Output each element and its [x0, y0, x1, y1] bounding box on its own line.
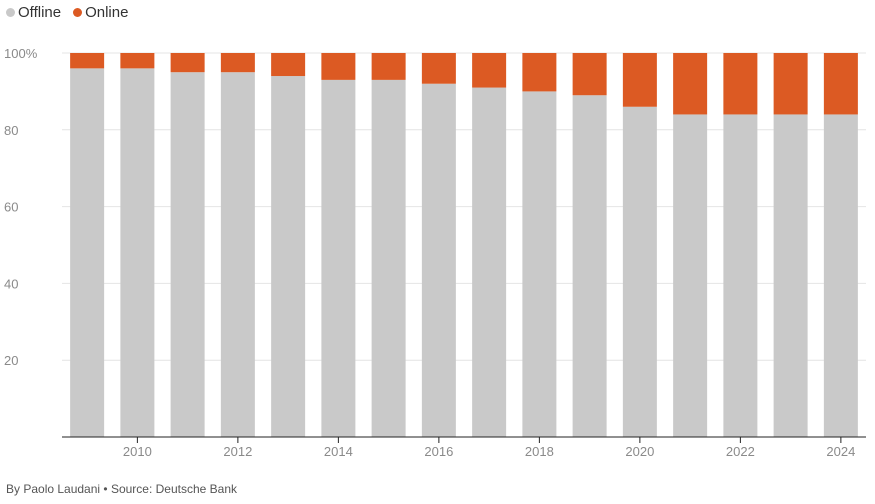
bar-offline-2021: [673, 114, 708, 437]
bar-offline-2014: [321, 79, 356, 437]
x-tick-label-2016: 2016: [424, 444, 453, 459]
legend: Offline Online: [6, 4, 128, 21]
bar-offline-2009: [70, 68, 105, 438]
y-tick-label-100: 100%: [4, 46, 38, 61]
bar-offline-2019: [572, 95, 607, 438]
bar-online-2024: [823, 53, 858, 115]
bar-online-2018: [522, 53, 557, 92]
bar-offline-2017: [472, 87, 507, 437]
x-tick-label-2018: 2018: [525, 444, 554, 459]
bar-online-2010: [120, 53, 155, 69]
legend-label-online: Online: [85, 4, 129, 21]
bar-online-2013: [271, 53, 306, 77]
bar-offline-2022: [723, 114, 758, 437]
bar-offline-2010: [120, 68, 155, 438]
bar-offline-2016: [421, 83, 456, 437]
bar-online-2022: [723, 53, 758, 115]
y-tick-label-20: 20: [4, 353, 18, 368]
bar-offline-2012: [220, 72, 255, 437]
bar-offline-2018: [522, 91, 557, 438]
bar-online-2014: [321, 53, 356, 80]
bar-offline-2024: [823, 114, 858, 437]
bar-online-2017: [472, 53, 507, 88]
x-tick-label-2012: 2012: [223, 444, 252, 459]
bar-online-2015: [371, 53, 406, 80]
y-tick-label-80: 80: [4, 123, 18, 138]
legend-label-offline: Offline: [18, 4, 62, 21]
bar-online-2011: [170, 53, 205, 73]
x-tick-label-2014: 2014: [324, 444, 353, 459]
online-swatch-icon: [73, 8, 83, 17]
y-tick-label-40: 40: [4, 276, 18, 291]
y-tick-label-60: 60: [4, 200, 18, 215]
x-tick-label-2022: 2022: [726, 444, 755, 459]
bar-online-2023: [773, 53, 808, 115]
bar-offline-2015: [371, 79, 406, 437]
bar-offline-2020: [622, 106, 657, 437]
bar-online-2009: [70, 53, 105, 69]
bar-online-2021: [673, 53, 708, 115]
bar-offline-2013: [271, 76, 306, 437]
source-credit: By Paolo Laudani • Source: Deutsche Bank: [6, 482, 238, 496]
x-tick-label-2020: 2020: [625, 444, 654, 459]
bar-offline-2011: [170, 72, 205, 437]
bar-online-2019: [572, 53, 607, 96]
offline-swatch-icon: [6, 8, 15, 17]
x-tick-label-2010: 2010: [123, 444, 152, 459]
bar-online-2016: [421, 53, 456, 84]
bar-offline-2023: [773, 114, 808, 437]
bar-online-2012: [220, 53, 255, 73]
legend-item-online: Online: [73, 4, 128, 21]
x-tick-label-2024: 2024: [826, 444, 855, 459]
legend-item-offline: Offline: [6, 4, 61, 21]
bar-online-2020: [622, 53, 657, 107]
